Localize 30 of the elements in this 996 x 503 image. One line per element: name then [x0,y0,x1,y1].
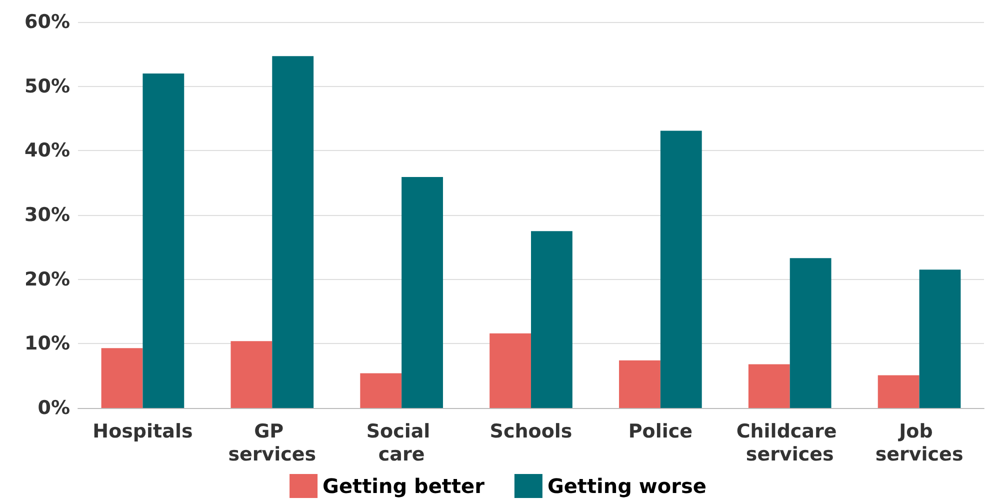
y-tick-label: 60% [24,11,70,33]
bar [272,56,314,408]
legend-label: Getting better [322,474,485,498]
y-tick-label: 40% [24,140,70,162]
bar [101,348,143,408]
x-tick-label: Hospitals [92,420,193,442]
y-tick-label: 20% [24,268,70,290]
y-tick-label: 30% [24,204,70,226]
bar [402,177,443,408]
x-tick-label: GP services [228,420,316,466]
bar [360,373,402,408]
bar [878,375,920,408]
bar [790,258,832,408]
bar [748,364,790,408]
y-tick-label: 10% [24,332,70,355]
bar [531,231,572,408]
x-tick-label: Schools [490,420,572,442]
bar [490,333,531,408]
bar [919,270,961,408]
bar [142,73,184,408]
bar [619,360,660,408]
x-tick-label: Police [628,420,693,442]
x-tick-label: Childcare services [736,420,844,466]
bar [230,341,272,408]
x-tick-label: Social care [366,420,437,466]
bar [660,130,702,408]
y-tick-label: 0% [38,397,70,419]
x-tick-label: Job services [875,420,964,466]
legend-label: Getting worse [547,474,706,498]
y-tick-label: 50% [24,75,70,98]
